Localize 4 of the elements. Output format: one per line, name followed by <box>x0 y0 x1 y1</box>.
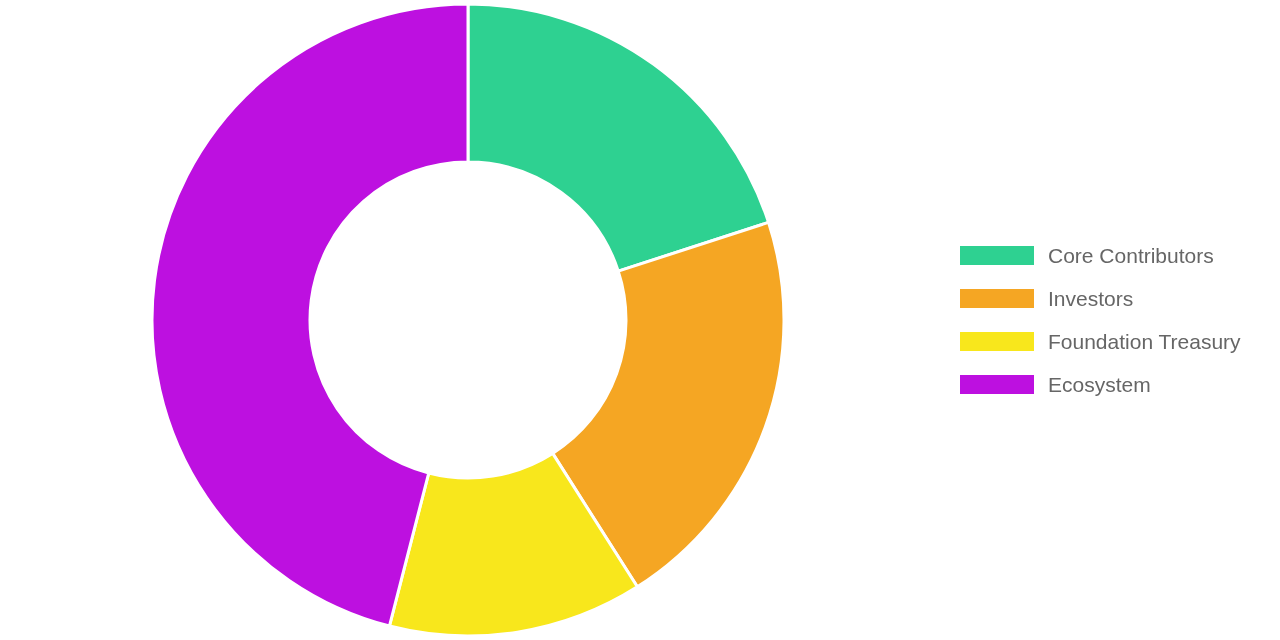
legend-label: Core Contributors <box>1048 243 1214 267</box>
legend-label: Ecosystem <box>1048 372 1151 396</box>
legend-label: Foundation Treasury <box>1048 329 1242 353</box>
legend-label: Investors <box>1048 286 1134 310</box>
